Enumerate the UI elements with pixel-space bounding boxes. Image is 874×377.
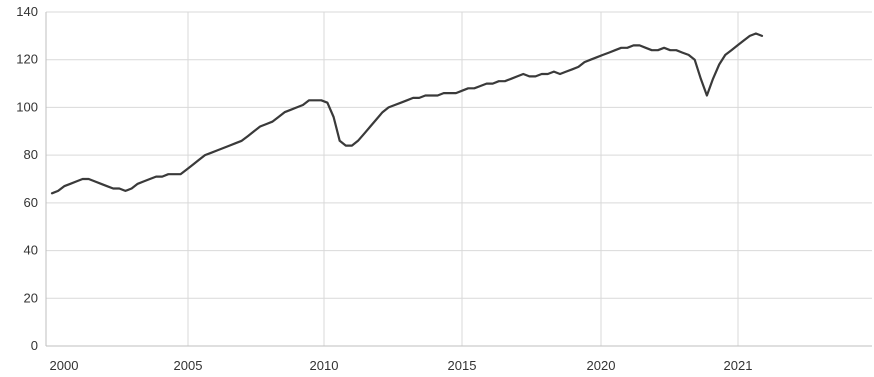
- y-tick-label: 60: [24, 195, 38, 210]
- series-line: [50, 32, 764, 195]
- y-tick-label: 20: [24, 290, 38, 305]
- x-tick-label: 2021: [724, 358, 753, 373]
- y-tick-label: 140: [16, 4, 38, 19]
- y-tick-label: 0: [31, 338, 38, 353]
- x-tick-label: 2010: [310, 358, 339, 373]
- x-tick-label: 2020: [587, 358, 616, 373]
- grid-layer: [46, 11, 872, 346]
- y-tick-label: 120: [16, 52, 38, 67]
- y-tick-label: 80: [24, 147, 38, 162]
- x-tick-label: 2015: [448, 358, 477, 373]
- x-tick-label: 2005: [174, 358, 203, 373]
- series-layer: [50, 32, 764, 195]
- y-tick-label: 100: [16, 99, 38, 114]
- x-tick-label: 2000: [50, 358, 79, 373]
- label-layer: 0 20 40 60 80 100 120 140 2000 2005 2010 2015 2020 20…: [16, 4, 752, 373]
- y-tick-label: 40: [24, 243, 38, 258]
- axis-layer: [45, 12, 872, 347]
